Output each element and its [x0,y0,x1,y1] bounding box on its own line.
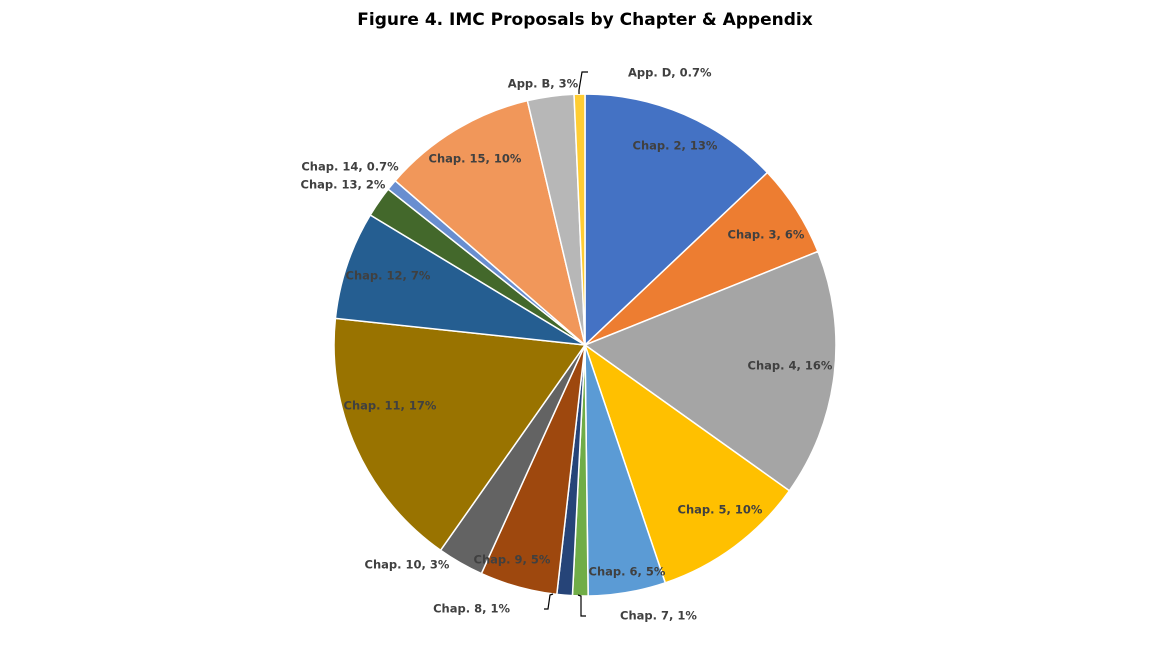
data-label: Chap. 4, 16% [748,359,833,373]
pie-slice [583,343,791,584]
data-label: Chap. 5, 10% [678,503,763,517]
pie-slice [334,213,586,346]
leader-line [544,593,554,610]
data-label: Chap. 14, 0.7% [301,160,399,174]
pie-slice [333,317,587,552]
pie-slice [394,99,587,348]
data-label: Chap. 2, 13% [633,139,718,153]
data-label: Chap. 12, 7% [346,269,431,283]
pie-slice [573,93,586,346]
pie-slice [584,93,769,347]
data-label: Chap. 13, 2% [301,178,386,192]
data-label: Chap. 15, 10% [429,152,522,166]
leader-line [578,71,588,94]
data-label: Chap. 10, 3% [365,558,450,572]
data-label: Chap. 7, 1% [620,609,697,623]
leader-line [577,594,586,617]
data-label: Chap. 9, 5% [474,553,551,567]
pie-slice [583,250,837,492]
chart-title: Figure 4. IMC Proposals by Chapter & App… [357,10,812,30]
data-label: Chap. 3, 6% [728,228,805,242]
data-label: App. B, 3% [508,77,579,91]
data-label: Chap. 11, 17% [344,399,437,413]
data-label: Chap. 6, 5% [589,565,666,579]
data-label: App. D, 0.7% [628,66,712,80]
data-label: Chap. 8, 1% [433,602,510,616]
